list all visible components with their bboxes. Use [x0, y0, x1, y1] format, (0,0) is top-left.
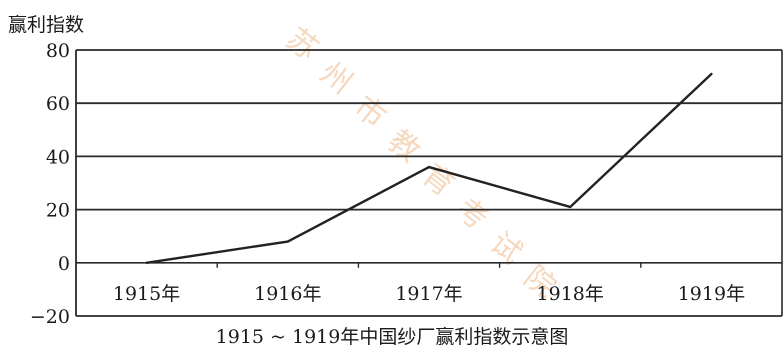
x-tick-label: 1916年 [254, 283, 321, 305]
y-tick-label: 20 [46, 200, 70, 222]
series-group [145, 72, 713, 264]
watermark-char: 市 [347, 89, 392, 135]
watermark-char: 考 [449, 191, 494, 237]
axes [75, 50, 783, 317]
x-tick-label: 1919年 [678, 283, 745, 305]
gridlines [76, 49, 782, 264]
x-tick-label: 1918年 [537, 283, 604, 305]
series-line [146, 73, 713, 264]
watermark-char: 教 [381, 123, 426, 169]
y-tick-label: 80 [46, 40, 70, 62]
data-point [427, 165, 431, 169]
data-point [286, 240, 289, 243]
x-tick-labels: 1915年 1916年 1917年 1918年 1919年 [113, 283, 745, 305]
watermark-char: 试 [483, 225, 528, 271]
data-point [710, 72, 713, 76]
watermark-char: 苏 [279, 21, 324, 67]
y-tick-labels: 80 60 40 20 0 −20 [30, 40, 70, 328]
x-tick-label: 1917年 [395, 283, 462, 305]
watermark-char: 育 [415, 157, 460, 203]
y-axis-label: 赢利指数 [8, 14, 84, 36]
y-tick-label: 60 [46, 93, 70, 115]
y-tick-label: −20 [30, 306, 70, 328]
watermark-char: 州 [313, 55, 358, 101]
y-tick-label: 40 [46, 146, 70, 168]
chart-title: 1915 ~ 1919年中国纱厂赢利指数示意图 [216, 326, 569, 348]
x-tick-label: 1915年 [113, 283, 180, 305]
y-tick-label: 0 [58, 253, 70, 275]
data-point [145, 261, 148, 264]
data-point [569, 205, 572, 209]
